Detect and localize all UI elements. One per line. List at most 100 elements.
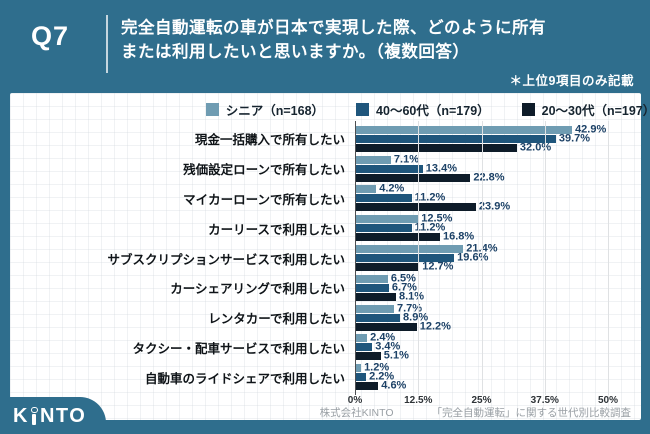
bar-fill (355, 164, 423, 173)
value-label: 19.6% (457, 251, 489, 264)
value-label: 1.2% (364, 361, 390, 374)
legend-item: 20〜30代（n=197） (521, 100, 650, 119)
axis-tick-label: 12.5% (404, 395, 433, 406)
legend-item: 40〜60代（n=179） (356, 100, 490, 119)
value-label: 5.1% (383, 349, 409, 362)
category-label: タクシー・配車サービスで利用したい (132, 341, 345, 356)
bar-fill (355, 263, 420, 272)
value-label: 23.9% (478, 200, 511, 213)
kinto-logo-text: K NTO (13, 406, 86, 426)
bar-series-0: 42.9% (355, 123, 608, 136)
zero-axis-line (355, 121, 356, 395)
source-survey: 「完全自動運転」に関する世代別比較調査 (431, 407, 632, 419)
bar-fill (355, 343, 373, 352)
bar-group: 6.5% 6.7% 8.1% (355, 273, 608, 302)
legend-swatch-icon (356, 103, 370, 116)
value-label: 42.9% (575, 123, 607, 136)
bar-series-1: 8.9% (355, 312, 608, 323)
value-label: 22.8% (473, 171, 505, 184)
bar-fill (355, 143, 517, 152)
logo-letters-nto: NTO (39, 404, 87, 427)
bar-fill (355, 173, 471, 182)
question-number: Q7 (31, 21, 70, 51)
bar-fill (355, 185, 377, 194)
chart-row: カーリースで利用したい 12.5% 11.2% 16.8% (10, 213, 618, 243)
bar-series-1: 3.4% (355, 341, 608, 352)
header-divider (106, 15, 108, 73)
axis-tick-label: 25% (471, 395, 492, 406)
kinto-logo: K NTO (0, 397, 106, 434)
bar-fill (355, 245, 464, 254)
bar-fill (355, 254, 455, 263)
bar-series-1: 2.2% (355, 370, 608, 383)
bar-fill (355, 292, 396, 301)
category-label: レンタカーで利用したい (208, 312, 345, 327)
chart-row: 現金一括購入で所有したい 42.9% 39.7% 32.0% (10, 124, 618, 154)
category-label: カーシェアリングで利用したい (170, 282, 345, 297)
category-label: 自動車のライドシェアで利用したい (144, 371, 345, 386)
top9-note: ＊上位9項目のみ記載 (509, 74, 634, 88)
value-label: 11.2% (414, 191, 446, 204)
bar-series-2: 23.9% (355, 200, 608, 213)
plot-area: 現金一括購入で所有したい 42.9% 39.7% 32.0% 残価設定ローンで所有したい… (10, 121, 618, 395)
category-label: 残価設定ローンで所有したい (183, 163, 345, 178)
bar-fill (355, 224, 412, 233)
axis-tick-label: 0% (347, 395, 363, 406)
legend-item: シニア（n=168） (205, 100, 324, 119)
bar-group: 7.7% 8.9% 12.2% (355, 302, 608, 333)
chart-row: サブスクリプションサービスで利用したい21.4%19.6%12.7% (10, 243, 618, 273)
value-label: 4.6% (381, 379, 407, 392)
bar-series-0: 12.5% (355, 213, 608, 224)
legend-label: 20〜30代（n=197） (541, 104, 650, 118)
bar-series-1: 13.4% (355, 163, 608, 174)
bar-series-1: 11.2% (355, 191, 608, 204)
bar-fill (355, 203, 476, 212)
bar-fill (355, 194, 412, 203)
value-label: 7.1% (393, 153, 419, 166)
bar-series-0: 4.2% (355, 182, 608, 195)
bar-fill (355, 352, 381, 361)
value-label: 16.8% (443, 230, 475, 243)
gridline (608, 121, 609, 395)
value-label: 2.2% (369, 370, 395, 383)
chart-row: レンタカーで利用したい 7.7% 8.9% 12.2% (10, 303, 618, 333)
category-label: 現金一括購入で所有したい (194, 133, 345, 148)
chart-row: 自動車のライドシェアで利用したい 1.2% 2.2% 4.6% (10, 362, 618, 392)
category-label: カーリースで利用したい (208, 222, 345, 237)
bar-series-2: 22.8% (355, 171, 608, 184)
chart-row: 残価設定ローンで所有したい 7.1% 13.4% 22.8% (10, 154, 618, 184)
value-label: 12.2% (419, 320, 451, 333)
bar-series-2: 12.2% (355, 320, 608, 333)
bar-series-2: 5.1% (355, 349, 608, 362)
value-label: 7.7% (396, 302, 423, 315)
bar-fill (355, 313, 400, 322)
chart-row: タクシー・配車サービスで利用したい 2.4% 3.4% 5.1% (10, 332, 618, 362)
bar-series-2: 8.1% (355, 291, 608, 302)
chart-title-line1: 完全自動運転の車が日本で実現した際、どのように所有 (121, 19, 546, 37)
chart-panel: シニア（n=168） 40〜60代（n=179） 20〜30代（n=197） 現金一… (10, 93, 650, 420)
legend-swatch-icon (205, 103, 219, 116)
bar-group: 7.1% 13.4% 22.8% (355, 153, 608, 184)
logo-letter-i-icon (31, 406, 38, 426)
chart-row: カーシェアリングで利用したい 6.5% 6.7% 8.1% (10, 273, 618, 303)
bar-fill (355, 274, 388, 283)
bar-series-1: 39.7% (355, 133, 608, 144)
value-label: 4.2% (379, 182, 405, 195)
bar-series-0: 7.1% (355, 153, 608, 166)
bar-series-1: 11.2% (355, 222, 608, 233)
legend: シニア（n=168） 40〜60代（n=179） 20〜30代（n=197） (10, 100, 650, 119)
value-label: 32.0% (519, 141, 552, 154)
bar-fill (355, 215, 419, 224)
bar-fill (355, 334, 368, 343)
axis-tick-label: 37.5% (530, 395, 559, 406)
source-company: 株式会社KINTO (319, 407, 394, 419)
bar-fill (355, 155, 391, 164)
chart-title: 完全自動運転の車が日本で実現した際、どのように所有 または利用したいと思いますか… (121, 16, 546, 64)
bar-series-2: 32.0% (355, 141, 608, 154)
bar-series-0: 7.7% (355, 302, 608, 315)
bar-fill (355, 373, 367, 382)
bar-series-0: 6.5% (355, 273, 608, 284)
x-axis: 0% 12.5% 25% 37.5% 50% (348, 395, 618, 409)
bar-series-1: 6.7% (355, 282, 608, 293)
bar-fill (355, 304, 394, 313)
